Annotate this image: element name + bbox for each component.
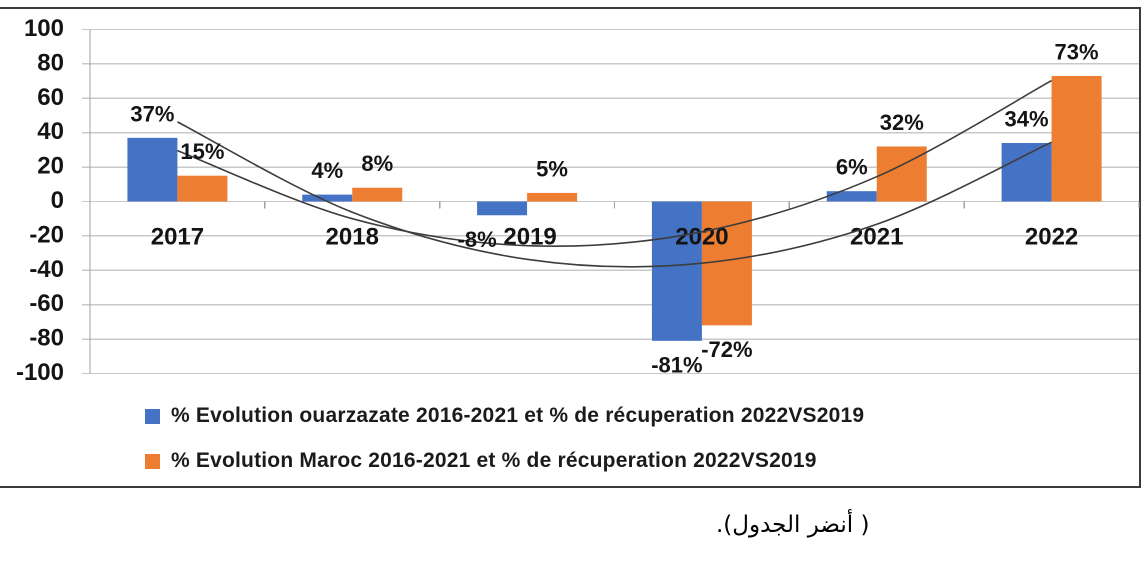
x-axis-category-label: 2022 bbox=[1025, 224, 1078, 251]
legend-swatch-blue bbox=[145, 408, 160, 424]
bar-ouarzazate-2021 bbox=[826, 191, 877, 202]
trendline-ouarzazate bbox=[177, 121, 1052, 268]
x-axis-category-label: 2018 bbox=[326, 224, 379, 251]
data-label: 8% bbox=[361, 151, 393, 176]
bar-ouarzazate-2020 bbox=[651, 201, 702, 341]
data-label: 32% bbox=[880, 110, 924, 135]
bar-ouarzazate-2022 bbox=[1001, 143, 1052, 202]
legend-label-ouarzazate: % Evolution ouarzazate 2016-2021 et % de… bbox=[171, 404, 865, 427]
caption-arabic: ( أنضر الجدول). bbox=[716, 512, 870, 538]
data-label: 15% bbox=[180, 139, 224, 164]
data-label: -8% bbox=[458, 227, 497, 252]
y-axis-tick-label: 60 bbox=[37, 84, 64, 111]
y-axis-tick-label: -60 bbox=[29, 290, 64, 317]
x-axis-category-label: 2021 bbox=[850, 224, 903, 251]
data-label: 6% bbox=[836, 155, 868, 180]
bar-ouarzazate-2019 bbox=[477, 201, 528, 216]
trendline-Maroc bbox=[177, 79, 1052, 248]
bar-maroc-2018 bbox=[352, 187, 403, 202]
data-label: 73% bbox=[1055, 39, 1099, 64]
bar-ouarzazate-2018 bbox=[302, 194, 353, 202]
data-label: -81% bbox=[651, 352, 702, 377]
y-axis-tick-label: 20 bbox=[37, 153, 64, 180]
data-label: 5% bbox=[536, 156, 568, 181]
bar-maroc-2019 bbox=[527, 192, 578, 202]
y-axis-tick-label: 40 bbox=[37, 118, 64, 145]
x-axis-category-label: 2017 bbox=[151, 224, 204, 251]
bar-maroc-2020 bbox=[701, 201, 752, 326]
data-label: 4% bbox=[311, 158, 343, 183]
bar-maroc-2022 bbox=[1051, 75, 1102, 202]
chart-frame bbox=[0, 7, 1141, 488]
y-axis-tick-label: 80 bbox=[37, 49, 64, 76]
data-label: -72% bbox=[701, 337, 752, 362]
y-axis-tick-label: 0 bbox=[51, 187, 64, 214]
bar-ouarzazate-2017 bbox=[127, 137, 178, 202]
data-label: 34% bbox=[1005, 107, 1049, 132]
y-axis-tick-label: -40 bbox=[29, 256, 64, 283]
legend-item-maroc: % Evolution Maroc 2016-2021 et % de récu… bbox=[145, 449, 864, 473]
y-axis-tick-label: 100 bbox=[24, 15, 64, 42]
legend-item-ouarzazate: % Evolution ouarzazate 2016-2021 et % de… bbox=[145, 404, 864, 428]
chart-legend: % Evolution ouarzazate 2016-2021 et % de… bbox=[145, 404, 864, 473]
y-axis-tick-label: -80 bbox=[29, 325, 64, 352]
y-axis-tick-label: -100 bbox=[16, 359, 64, 386]
legend-swatch-orange bbox=[145, 453, 160, 469]
y-axis-tick-label: -20 bbox=[29, 221, 64, 248]
bar-maroc-2017 bbox=[177, 175, 228, 202]
legend-label-maroc: % Evolution Maroc 2016-2021 et % de récu… bbox=[171, 449, 817, 472]
data-label: 37% bbox=[130, 101, 174, 126]
